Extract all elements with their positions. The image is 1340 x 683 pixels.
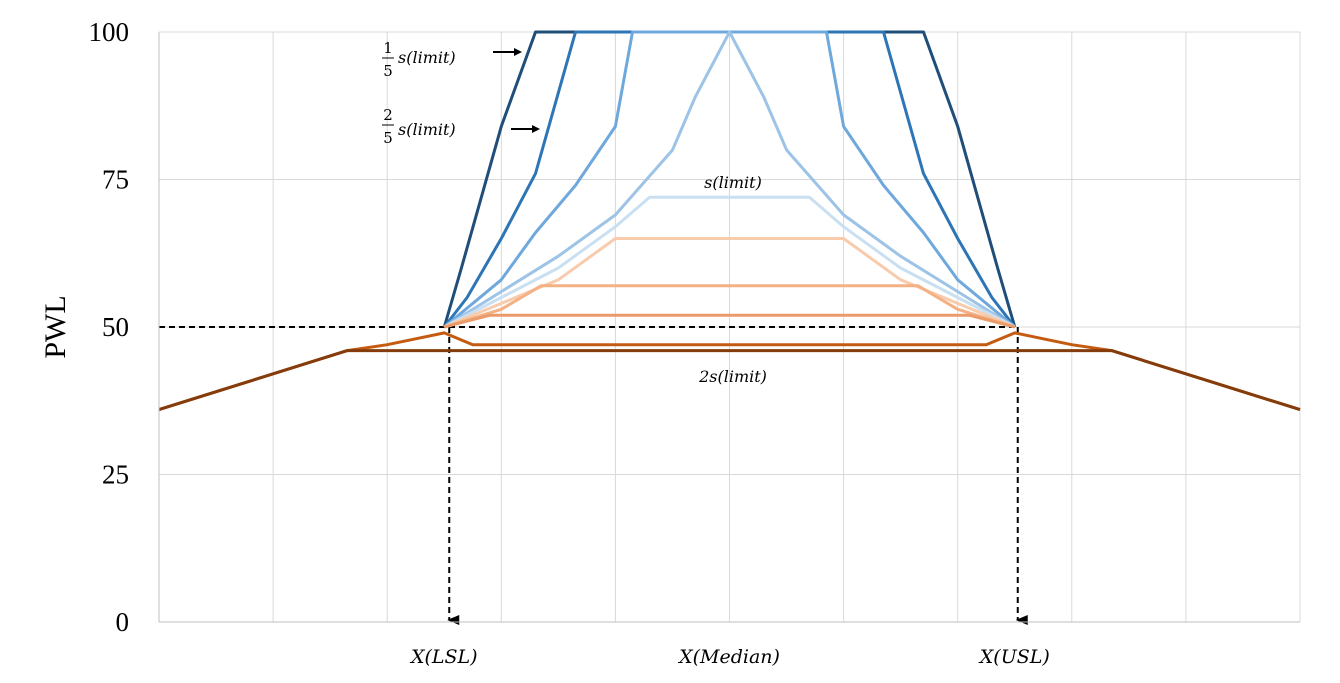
series-line — [158, 349, 1301, 412]
annotation-two-fifths: 2 5 s(limit) — [382, 106, 540, 147]
axes — [158, 32, 1300, 623]
annotation-one-fifth: 1 5 s(limit) — [382, 39, 522, 80]
one-fifth-label: s(limit) — [398, 48, 456, 67]
y-tick-label: 75 — [102, 165, 129, 195]
y-tick-label: 25 — [102, 460, 129, 490]
two-fifths-label: s(limit) — [398, 120, 456, 139]
reference-lines — [159, 326, 1028, 625]
y-tick-label: 0 — [116, 607, 130, 637]
series-line — [443, 30, 1016, 329]
series-line — [443, 313, 1016, 329]
y-tick-labels: 0 25 50 75 100 — [89, 17, 130, 637]
x-tick-label: X(Median) — [677, 646, 780, 668]
one-fifth-numerator: 1 — [383, 39, 393, 57]
two-fifths-numerator: 2 — [383, 106, 393, 124]
series-line — [443, 284, 1016, 329]
y-axis-label: PWL — [39, 295, 72, 358]
series-line — [443, 195, 1016, 329]
x-tick-label: X(USL) — [978, 646, 1050, 668]
series-line — [443, 237, 1016, 329]
two-s-limit-label: 2s(limit) — [698, 367, 767, 386]
one-fifth-denominator: 5 — [383, 62, 393, 80]
two-fifths-denominator: 5 — [383, 129, 393, 147]
x-tick-label: X(LSL) — [409, 646, 478, 668]
x-tick-labels: X(LSL) X(Median) X(USL) — [409, 646, 1050, 668]
y-tick-label: 50 — [102, 312, 129, 342]
series-lines — [158, 30, 1301, 412]
series-line — [158, 331, 1301, 412]
s-limit-label: s(limit) — [704, 173, 762, 192]
y-tick-label: 100 — [89, 17, 130, 47]
